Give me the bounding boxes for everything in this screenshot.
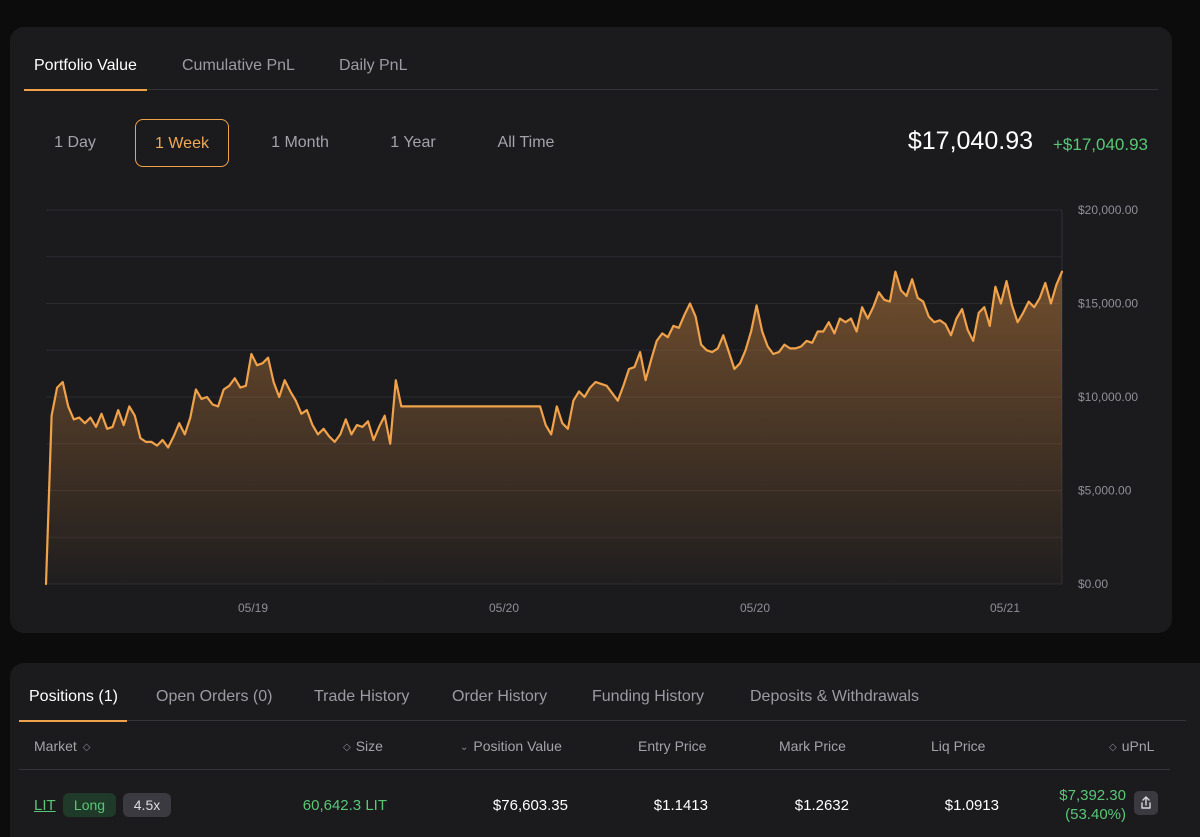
- sort-updown-icon[interactable]: ◇: [1109, 742, 1117, 753]
- x-tick-label: 05/19: [238, 601, 268, 615]
- liq-price: $1.0913: [944, 797, 999, 814]
- share-icon: [1141, 796, 1151, 809]
- column-mark-price-header[interactable]: Mark Price: [779, 738, 846, 754]
- tab-cumulative-pnl[interactable]: Cumulative PnL: [182, 57, 295, 74]
- column-entry-price-header[interactable]: Entry Price: [638, 738, 707, 754]
- mark-price: $1.2632: [794, 797, 849, 814]
- table-header: Market ◇ ◇ Size ⌄ Position Value Entry Pric…: [19, 722, 1170, 770]
- position-value: $76,603.35: [492, 797, 568, 814]
- column-position-value-label: Position Value: [473, 738, 562, 754]
- y-tick-label: $10,000.00: [1078, 390, 1138, 404]
- y-tick-label: $20,000.00: [1078, 203, 1138, 217]
- y-tick-label: $15,000.00: [1078, 297, 1138, 311]
- portfolio-area-fill: [46, 271, 1062, 584]
- portfolio-total-value: $17,040.93: [907, 127, 1033, 155]
- portfolio-change-value: +$17,040.93: [1052, 135, 1148, 154]
- upnl-amount: $7,392.30: [1059, 787, 1126, 804]
- side-badge: Long: [63, 793, 116, 817]
- column-liq-price-header[interactable]: Liq Price: [931, 738, 986, 754]
- range-1-month-button[interactable]: 1 Month: [271, 134, 329, 151]
- positions-panel: Positions (1) Open Orders (0) Trade Hist…: [10, 663, 1200, 837]
- unrealized-pnl: $7,392.30 (53.40%): [1059, 786, 1126, 824]
- x-tick-label: 05/21: [990, 601, 1020, 615]
- x-tick-label: 05/20: [489, 601, 519, 615]
- y-tick-label: $0.00: [1078, 577, 1108, 591]
- portfolio-chart-panel: Portfolio Value Cumulative PnL Daily PnL…: [10, 27, 1172, 633]
- position-size: 60,642.3 LIT: [302, 797, 387, 814]
- tab-order-history[interactable]: Order History: [452, 688, 548, 705]
- sort-desc-icon[interactable]: ⌄: [460, 742, 469, 753]
- column-size-label: Size: [355, 738, 383, 754]
- y-axis: $20,000.00 $15,000.00 $10,000.00 $5,000.00 $…: [1078, 203, 1138, 591]
- column-market-header[interactable]: Market ◇: [34, 722, 91, 770]
- entry-price: $1.1413: [653, 797, 708, 814]
- range-1-week-button[interactable]: 1 Week: [135, 119, 229, 167]
- tab-open-orders[interactable]: Open Orders (0): [156, 688, 273, 705]
- tab-daily-pnl[interactable]: Daily PnL: [339, 57, 408, 74]
- range-1-year-button[interactable]: 1 Year: [390, 134, 436, 151]
- share-position-button[interactable]: [1134, 791, 1158, 815]
- y-tick-label: $5,000.00: [1078, 484, 1132, 498]
- leverage-badge: 4.5x: [123, 793, 171, 817]
- portfolio-value-line: [44, 270, 1064, 586]
- sort-updown-icon[interactable]: ◇: [82, 742, 91, 753]
- column-position-value-header[interactable]: ⌄ Position Value: [460, 722, 562, 770]
- column-upnl-label: uPnL: [1121, 738, 1155, 754]
- positions-tabs: Positions (1) Open Orders (0) Trade Hist…: [19, 663, 1186, 722]
- chart-tabs: Portfolio Value Cumulative PnL Daily PnL: [24, 27, 1158, 91]
- tab-portfolio-value[interactable]: Portfolio Value: [24, 27, 147, 91]
- tab-deposits-withdrawals[interactable]: Deposits & Withdrawals: [750, 688, 919, 705]
- tab-funding-history[interactable]: Funding History: [592, 688, 705, 705]
- column-market-label: Market: [34, 738, 77, 754]
- tab-trade-history[interactable]: Trade History: [314, 688, 410, 705]
- column-upnl-header[interactable]: ◇ uPnL: [1109, 722, 1154, 770]
- column-size-header[interactable]: ◇ Size: [343, 722, 383, 770]
- sort-updown-icon[interactable]: ◇: [343, 742, 351, 753]
- tab-positions[interactable]: Positions (1): [19, 663, 127, 722]
- range-all-time-button[interactable]: All Time: [497, 134, 555, 151]
- market-link[interactable]: LIT: [34, 797, 56, 814]
- upnl-percent: (53.40%): [1065, 806, 1126, 823]
- x-tick-label: 05/20: [740, 601, 770, 615]
- portfolio-value-chart[interactable]: $20,000.00 $15,000.00 $10,000.00 $5,000.00 $…: [10, 27, 1172, 633]
- x-axis: 05/19 05/20 05/20 05/21: [238, 601, 1020, 615]
- range-1-day-button[interactable]: 1 Day: [54, 134, 96, 151]
